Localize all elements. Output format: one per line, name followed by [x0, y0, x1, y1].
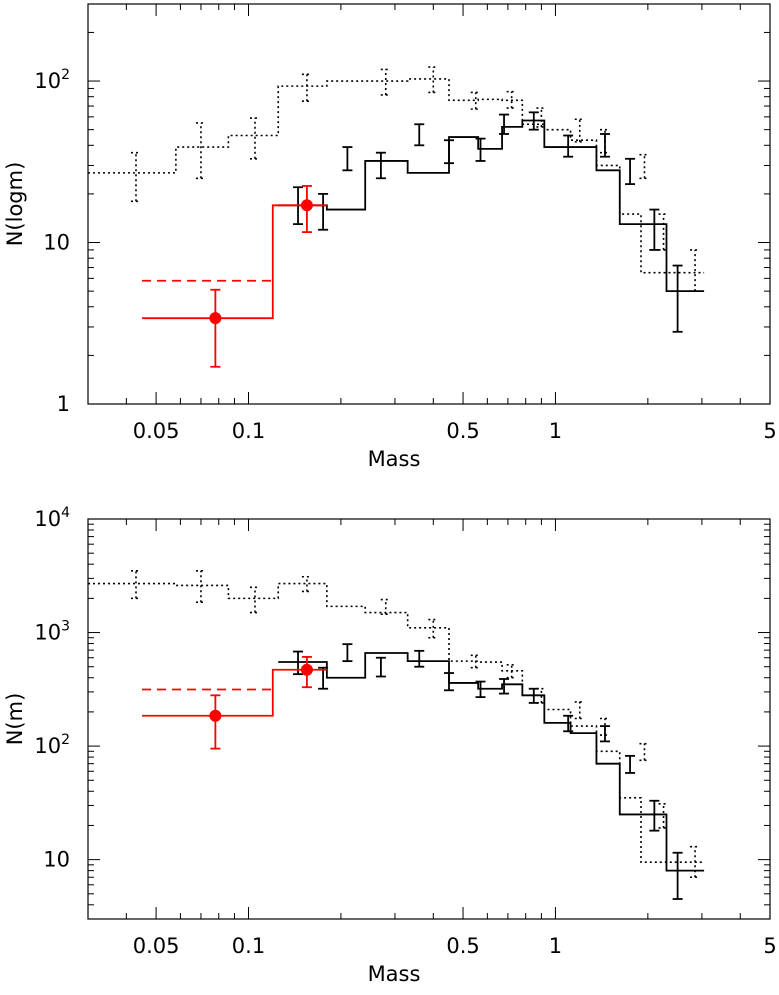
panel-1-series-2-step-line: [278, 119, 705, 293]
panel-2-series-3-point: [209, 709, 222, 722]
panel-1-y-axis-label: N(logm): [3, 162, 27, 247]
panel-2-x-tick-label: 0.1: [232, 934, 265, 958]
panel-1-series-1-step-line: [88, 78, 705, 274]
panel-1-series-3-point: [300, 199, 313, 212]
panel-1-x-tick-label: 0.05: [133, 419, 180, 443]
panel-2-series-3-point: [300, 663, 313, 676]
panel-2-series-1-step-line: [88, 582, 705, 863]
panel-2-y-tick-label: 103: [34, 619, 70, 645]
panel-1-y-tick-label: 1: [57, 392, 70, 416]
panel-2-x-tick-label: 0.05: [133, 934, 180, 958]
panel-2-series-3-step-line: [142, 668, 327, 717]
panel-1-plot-frame: [87, 3, 771, 405]
panel-1-x-tick-label: 1: [549, 419, 562, 443]
panel-1-x-tick-label: 5: [763, 419, 776, 443]
panel-2-x-tick-label: 1: [549, 934, 562, 958]
panel-2-x-tick-label: 0.5: [446, 934, 479, 958]
panel-2-y-tick-label: 104: [34, 505, 70, 531]
panel-2-y-axis-label: N(m): [3, 693, 27, 746]
panel-2-x-axis-label: Mass: [368, 962, 421, 986]
panel-1-x-tick-label: 0.1: [232, 419, 265, 443]
panel-1-y-tick-label: 10: [43, 231, 70, 255]
panel-1-y-tick-label: 102: [34, 67, 70, 93]
panel-2-x-tick-label: 5: [763, 934, 776, 958]
panel-2-y-tick-label: 10: [43, 848, 70, 872]
panel-1-series-3-step-line: [142, 204, 327, 320]
panel-2-plot-frame: [87, 518, 771, 920]
panel-2-series-2-step-line: [278, 652, 705, 872]
panel-2-chart: 0.05 0.1 0.5 1 5 10 102 103 104 Mass N(m): [3, 505, 777, 986]
panel-2-y-tick-label: 102: [34, 732, 70, 758]
panel-1-x-axis-label: Mass: [368, 447, 421, 471]
panel-1-series-3-point: [209, 312, 222, 325]
panel-1-chart: 0.05 0.1 0.5 1 5 1 10 102 Mass N(logm): [3, 3, 777, 471]
panel-1-x-tick-label: 0.5: [446, 419, 479, 443]
